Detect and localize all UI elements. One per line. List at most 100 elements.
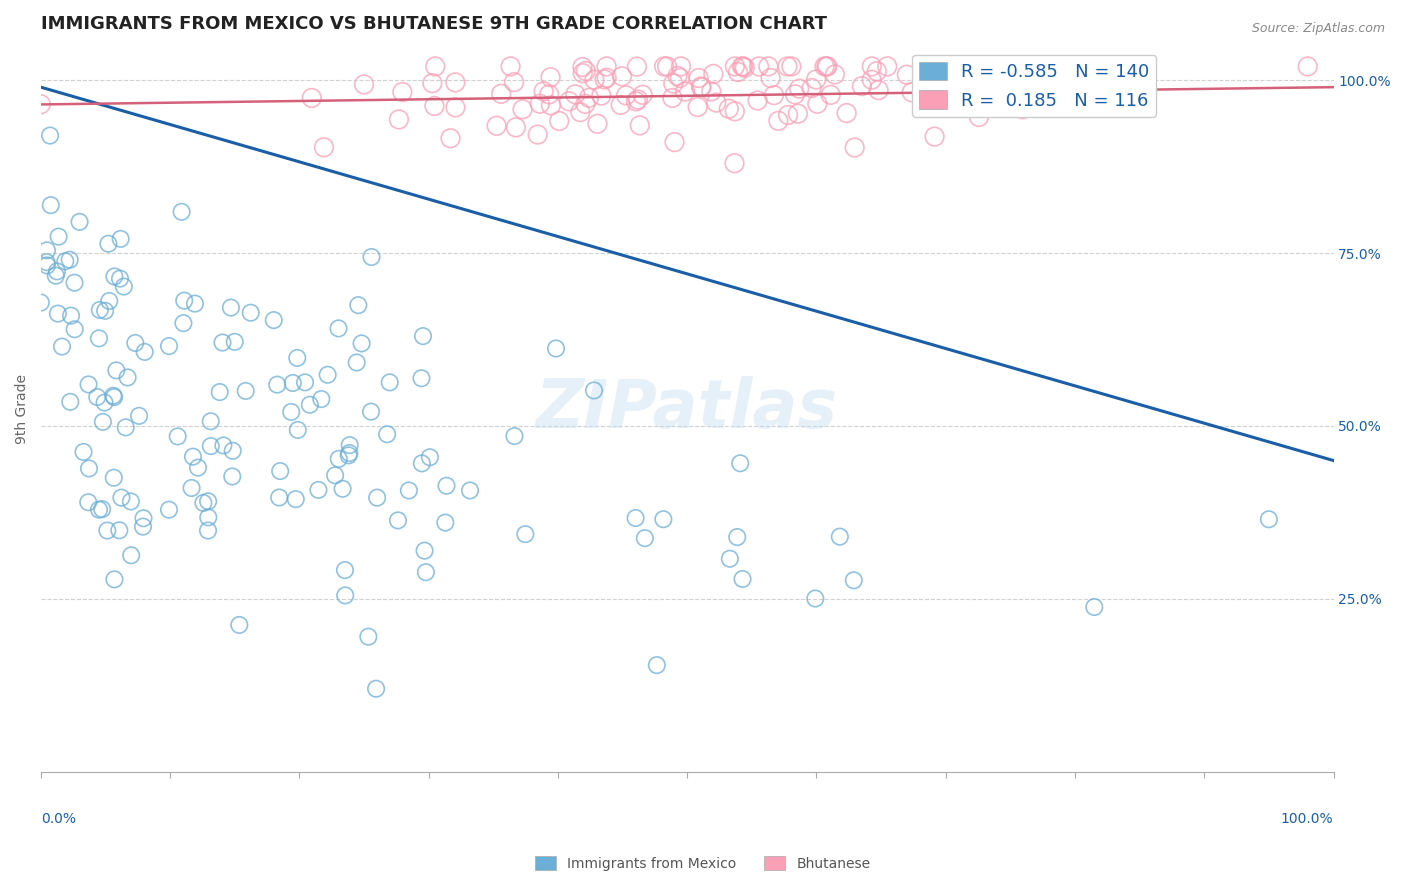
Point <box>132 519 155 533</box>
Point <box>727 65 749 79</box>
Point <box>786 106 808 120</box>
Point <box>924 129 946 144</box>
Point <box>77 377 100 392</box>
Point <box>219 301 242 315</box>
Point <box>339 438 361 452</box>
Point <box>411 371 433 385</box>
Point <box>842 574 865 588</box>
Point <box>350 336 373 351</box>
Point <box>94 303 117 318</box>
Point <box>578 91 600 105</box>
Point <box>398 483 420 498</box>
Point <box>868 83 890 97</box>
Point <box>569 105 592 120</box>
Point <box>1257 512 1279 526</box>
Point <box>759 70 782 85</box>
Point <box>666 69 689 83</box>
Point <box>89 302 111 317</box>
Point <box>595 59 617 73</box>
Point <box>197 494 219 508</box>
Point <box>987 59 1010 73</box>
Point <box>748 59 770 73</box>
Point <box>132 511 155 525</box>
Point <box>91 502 114 516</box>
Point <box>595 70 617 85</box>
Point <box>77 495 100 509</box>
Point <box>499 59 522 73</box>
Point <box>860 59 883 73</box>
Point <box>756 59 779 73</box>
Point <box>778 108 800 122</box>
Legend: Immigrants from Mexico, Bhutanese: Immigrants from Mexico, Bhutanese <box>530 850 876 876</box>
Text: 100.0%: 100.0% <box>1281 812 1333 826</box>
Point <box>181 450 204 464</box>
Point <box>30 295 52 310</box>
Point <box>170 204 193 219</box>
Point <box>69 215 91 229</box>
Point <box>804 72 827 87</box>
Point <box>391 85 413 99</box>
Point <box>702 67 724 81</box>
Y-axis label: 9th Grade: 9th Grade <box>15 374 30 443</box>
Point <box>787 81 810 95</box>
Point <box>1083 600 1105 615</box>
Point <box>35 255 58 269</box>
Point <box>503 429 526 443</box>
Point <box>924 87 946 101</box>
Point <box>197 510 219 524</box>
Point <box>548 114 571 128</box>
Point <box>610 70 633 84</box>
Point <box>269 464 291 478</box>
Point <box>686 100 709 114</box>
Point <box>200 414 222 428</box>
Point <box>515 527 537 541</box>
Point <box>211 335 233 350</box>
Point <box>634 531 657 545</box>
Point <box>583 72 606 87</box>
Point <box>134 344 156 359</box>
Point <box>45 268 67 283</box>
Point <box>540 70 562 85</box>
Text: 0.0%: 0.0% <box>41 812 76 826</box>
Point <box>1004 100 1026 114</box>
Point <box>815 59 838 73</box>
Point <box>564 87 586 102</box>
Point <box>436 479 458 493</box>
Point <box>717 102 740 116</box>
Point <box>664 135 686 149</box>
Point <box>768 113 790 128</box>
Point <box>411 456 433 470</box>
Point <box>110 232 132 246</box>
Point <box>281 376 304 390</box>
Point <box>128 409 150 423</box>
Point <box>108 271 131 285</box>
Point <box>35 244 58 258</box>
Point <box>311 392 333 406</box>
Point <box>228 618 250 632</box>
Point <box>1011 103 1033 117</box>
Point <box>212 438 235 452</box>
Point <box>387 513 409 527</box>
Point <box>87 502 110 516</box>
Point <box>337 446 360 460</box>
Point <box>287 423 309 437</box>
Point <box>489 87 512 101</box>
Point <box>609 98 631 112</box>
Point <box>925 87 948 102</box>
Point <box>544 342 567 356</box>
Point <box>87 331 110 345</box>
Point <box>728 456 751 470</box>
Point <box>973 69 995 83</box>
Point <box>860 72 883 87</box>
Point <box>86 390 108 404</box>
Point <box>328 451 350 466</box>
Point <box>851 79 873 94</box>
Point <box>571 66 593 80</box>
Point <box>533 84 555 98</box>
Point <box>571 60 593 74</box>
Point <box>307 483 329 497</box>
Point <box>157 339 180 353</box>
Point <box>173 293 195 308</box>
Point <box>332 482 354 496</box>
Point <box>586 117 609 131</box>
